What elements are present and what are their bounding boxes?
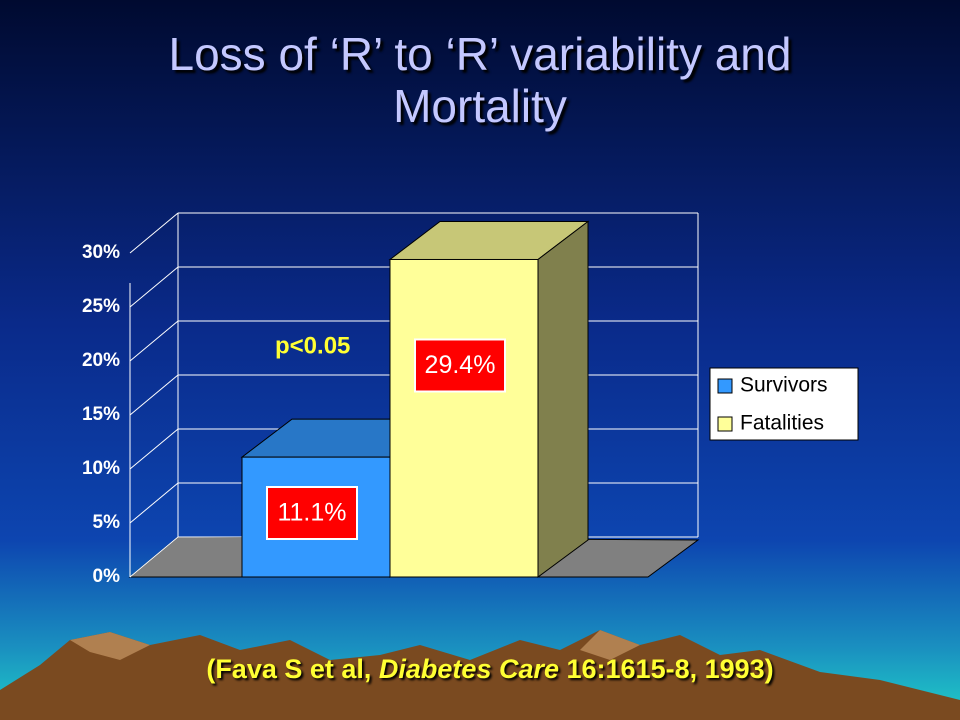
value-label: 11.1% <box>277 499 346 527</box>
mountain-highlight <box>70 632 150 660</box>
grid-line <box>129 428 179 470</box>
y-tick-label: 30% <box>82 242 120 263</box>
legend-label: Survivors <box>740 374 828 397</box>
y-tick-label: 25% <box>82 296 120 317</box>
legend-swatch <box>717 416 733 432</box>
mountains <box>0 630 960 720</box>
y-tick-label: 5% <box>93 512 121 533</box>
value-label-box <box>266 486 358 540</box>
grid-line <box>129 320 179 362</box>
bar-side <box>537 220 589 578</box>
grid-line <box>129 536 179 578</box>
grid-line <box>129 212 179 254</box>
title: Loss of ‘R’ to ‘R’ variability and Morta… <box>168 28 792 132</box>
citation-text: (Fava S et al, <box>206 654 379 684</box>
grid-line <box>129 266 179 308</box>
grid-line <box>129 482 179 524</box>
bar <box>389 258 539 578</box>
citation-text: 16:1615-8, 1993) <box>559 654 774 684</box>
y-tick-label: 20% <box>82 350 120 371</box>
legend <box>709 367 859 441</box>
value-label: 29.4% <box>425 351 496 379</box>
y-tick-label: 10% <box>82 458 120 479</box>
y-tick-label: 0% <box>93 566 121 587</box>
legend-swatch <box>717 378 733 394</box>
legend-label: Fatalities <box>740 412 824 435</box>
plot: 0% 5% 10% 15% 20% 25% 30% 11.1% 29.4% Survivors Fa… <box>82 212 859 587</box>
citation-journal: Diabetes Care <box>378 654 559 684</box>
mountain-highlight <box>580 630 640 660</box>
annotation: p<0.05 <box>275 332 350 359</box>
grid-line <box>129 374 179 416</box>
y-tick-label: 15% <box>82 404 120 425</box>
value-label-box <box>414 338 506 393</box>
citation: (Fava S et al, Diabetes Care 16:1615-8, … <box>0 654 960 685</box>
